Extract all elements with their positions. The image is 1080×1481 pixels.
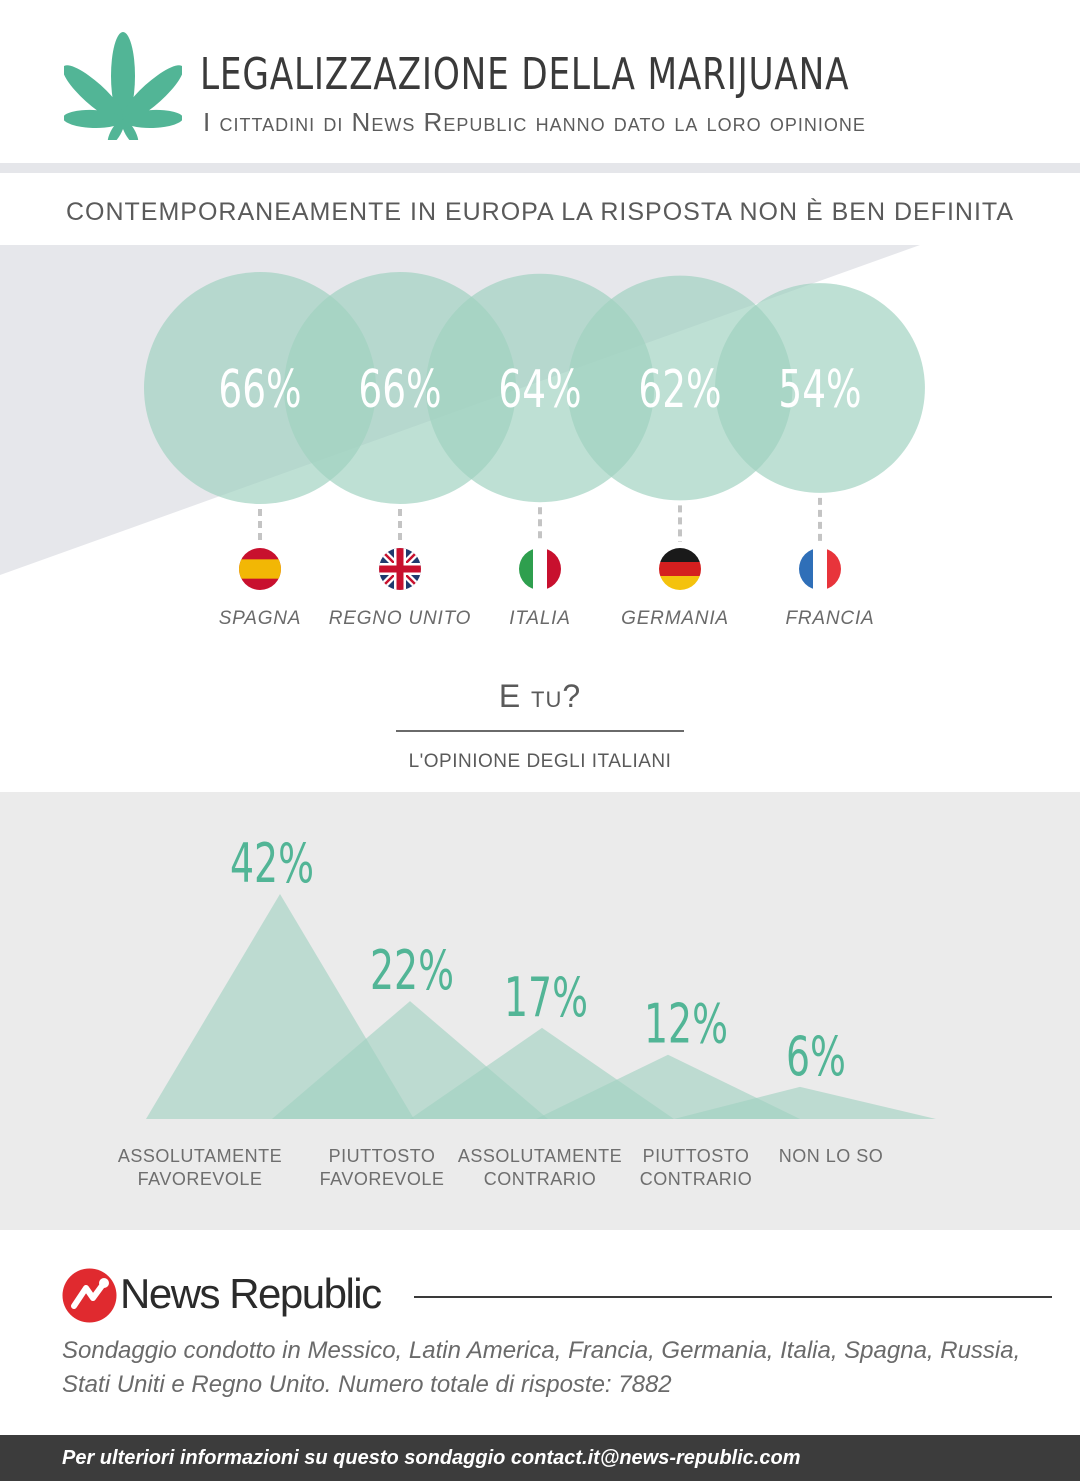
opinion-category-label: CONTRARIO [484, 1169, 597, 1189]
cannabis-leaf-icon [64, 32, 182, 140]
logo-divider [414, 1296, 1052, 1298]
opinion-value-label: 22% [370, 939, 454, 1002]
italy-section-subtitle: L'OPINIONE DEGLI ITALIANI [408, 751, 672, 772]
news-republic-logo-text: News Republic [120, 1270, 382, 1317]
opinion-category-label: NON LO SO [779, 1146, 884, 1166]
bubble-value-label: 66% [358, 359, 441, 420]
germany-flag-icon [659, 548, 701, 590]
bubble-value-label: 54% [778, 359, 861, 420]
opinion-category-label: CONTRARIO [640, 1169, 753, 1189]
italy-section-divider [396, 730, 684, 732]
footer-bar [0, 1435, 1080, 1481]
italy-section-title: E tu? [498, 678, 582, 714]
country-label: FRANCIA [786, 608, 875, 629]
opinion-peak [536, 1054, 800, 1119]
page-subtitle: I cittadini di News Republic hanno dato … [203, 107, 866, 137]
opinion-category-label: PIUTTOSTO [643, 1146, 750, 1166]
europe-bubble-chart: 66% SPAGNA 66% REGNO UNITO 64% ITALIA 62% GERMA… [0, 245, 1080, 657]
europe-section-title: CONTEMPORANEAMENTE IN EUROPA LA RISPOSTA… [65, 198, 1015, 226]
country-label: SPAGNA [219, 608, 302, 629]
country-label: ITALIA [509, 608, 570, 629]
opinion-value-label: 17% [504, 966, 588, 1029]
italy-chart-band: 42% ASSOLUTAMENTE FAVOREVOLE 22% PIUTTOSTO FA… [0, 792, 1080, 1230]
bubble-france [715, 283, 925, 493]
opinion-category-label: ASSOLUTAMENTE [118, 1146, 282, 1166]
spain-flag-icon [239, 548, 281, 590]
france-flag-icon [799, 548, 841, 590]
bubble-value-label: 62% [638, 359, 721, 420]
page-title: LEGALIZZAZIONE DELLA MARIJUANA [200, 49, 850, 100]
opinion-category-label: ASSOLUTAMENTE [458, 1146, 622, 1166]
bubble-value-label: 64% [498, 359, 581, 420]
opinion-category-label: FAVOREVOLE [138, 1169, 263, 1189]
bubble-value-label: 66% [218, 359, 301, 420]
italy-opinion-chart: 42% ASSOLUTAMENTE FAVOREVOLE 22% PIUTTOSTO FA… [118, 832, 936, 1189]
header: LEGALIZZAZIONE DELLA MARIJUANA I cittadi… [0, 0, 1080, 163]
opinion-value-label: 12% [644, 993, 728, 1056]
survey-note: Sondaggio condotto in Messico, Latin Ame… [62, 1337, 1021, 1398]
uk-flag-icon [379, 548, 421, 590]
news-republic-logo-icon [62, 1268, 117, 1323]
header-divider [0, 163, 1080, 173]
footer-contact-text[interactable]: Per ulteriori informazioni su questo son… [62, 1447, 801, 1469]
europe-chart-band: 66% SPAGNA 66% REGNO UNITO 64% ITALIA 62% GERMA… [0, 245, 1080, 657]
opinion-value-label: 42% [230, 832, 314, 895]
country-label: REGNO UNITO [329, 608, 472, 629]
opinion-category-label: PIUTTOSTO [329, 1146, 436, 1166]
italy-flag-icon [519, 548, 561, 590]
opinion-category-label: FAVOREVOLE [320, 1169, 445, 1189]
country-label: GERMANIA [621, 608, 729, 629]
opinion-value-label: 6% [786, 1025, 846, 1088]
opinion-peak [674, 1086, 936, 1119]
